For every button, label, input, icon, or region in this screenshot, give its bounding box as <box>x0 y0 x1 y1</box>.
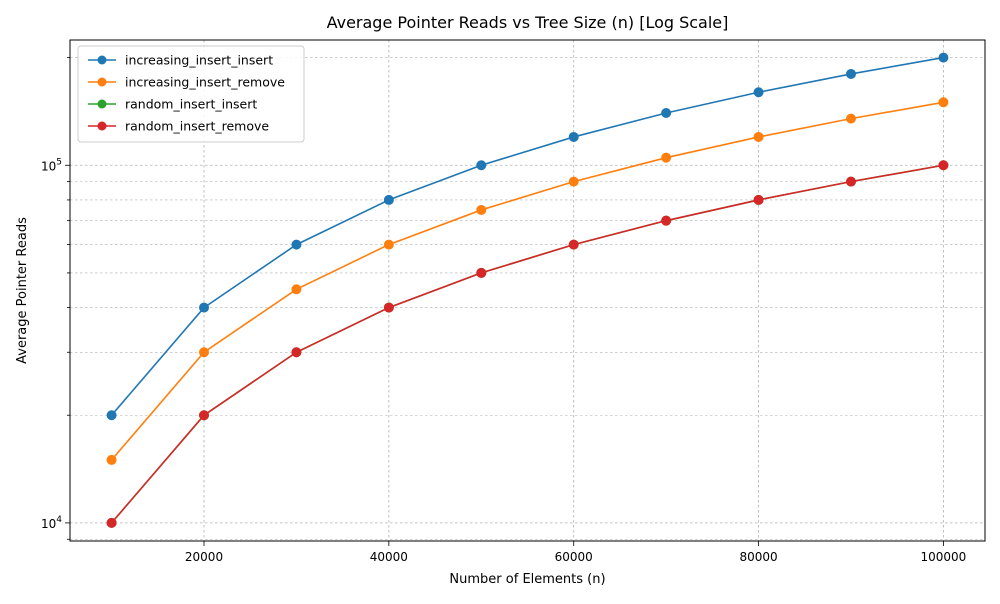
data-point <box>199 347 210 358</box>
legend-entry: random_insert_insert <box>88 97 257 112</box>
data-point <box>568 176 579 187</box>
legend-box <box>77 45 305 143</box>
legend-entry: increasing_insert_insert <box>88 53 273 68</box>
series-increasing_insert_remove <box>106 97 949 465</box>
axes: 20000 40000 60000 80000 100000 104 105 <box>41 39 986 564</box>
data-point <box>845 176 856 187</box>
data-point <box>106 454 117 465</box>
data-point <box>199 410 210 421</box>
data-point <box>753 87 764 98</box>
x-tick-label: 20000 <box>185 550 223 564</box>
legend: increasing_insert_insert increasing_inser… <box>77 45 305 143</box>
data-point <box>938 97 949 108</box>
legend-marker <box>97 55 107 65</box>
chart-title: Average Pointer Reads vs Tree Size (n) [… <box>327 13 729 32</box>
legend-entry: increasing_insert_remove <box>88 75 285 90</box>
legend-marker <box>97 121 107 131</box>
data-point <box>383 302 394 313</box>
x-tick-label: 60000 <box>555 550 593 564</box>
data-point <box>476 160 487 171</box>
y-axis-label: Average Pointer Reads <box>15 217 30 364</box>
data-point <box>845 113 856 124</box>
data-point <box>938 160 949 171</box>
series-random_insert_remove <box>106 160 949 528</box>
data-point <box>845 68 856 79</box>
data-point <box>661 152 672 163</box>
y-tick-label: 105 <box>41 157 62 173</box>
data-point <box>753 194 764 205</box>
data-point <box>383 194 394 205</box>
series-lines <box>106 52 949 528</box>
x-tick-label: 40000 <box>370 550 408 564</box>
data-point <box>753 131 764 142</box>
y-tick-label: 104 <box>41 515 62 531</box>
data-point <box>383 239 394 250</box>
series-increasing_insert_insert <box>106 52 949 421</box>
legend-label: random_insert_remove <box>125 119 269 134</box>
series-line <box>110 164 944 524</box>
data-point <box>106 410 117 421</box>
data-point <box>938 52 949 63</box>
data-point <box>661 215 672 226</box>
legend-label: random_insert_insert <box>125 97 257 112</box>
data-point <box>568 131 579 142</box>
legend-label: increasing_insert_insert <box>125 53 273 68</box>
legend-marker <box>97 99 107 109</box>
data-point <box>476 267 487 278</box>
series-line <box>110 101 944 461</box>
series-line <box>110 164 944 524</box>
x-tick-label: 100000 <box>921 550 967 564</box>
x-tick-label: 80000 <box>739 550 777 564</box>
data-point <box>291 347 302 358</box>
data-point <box>568 239 579 250</box>
series-random_insert_insert <box>106 160 949 528</box>
data-point <box>661 108 672 119</box>
legend-entry: random_insert_remove <box>88 119 269 134</box>
data-point <box>199 302 210 313</box>
plot-frame <box>69 39 986 542</box>
series-line <box>110 56 944 416</box>
grid <box>70 40 985 541</box>
legend-label: increasing_insert_remove <box>125 75 285 90</box>
data-point <box>291 284 302 295</box>
x-axis-label: Number of Elements (n) <box>449 572 605 587</box>
data-point <box>106 517 117 528</box>
data-point <box>476 204 487 215</box>
data-point <box>291 239 302 250</box>
legend-marker <box>97 77 107 87</box>
